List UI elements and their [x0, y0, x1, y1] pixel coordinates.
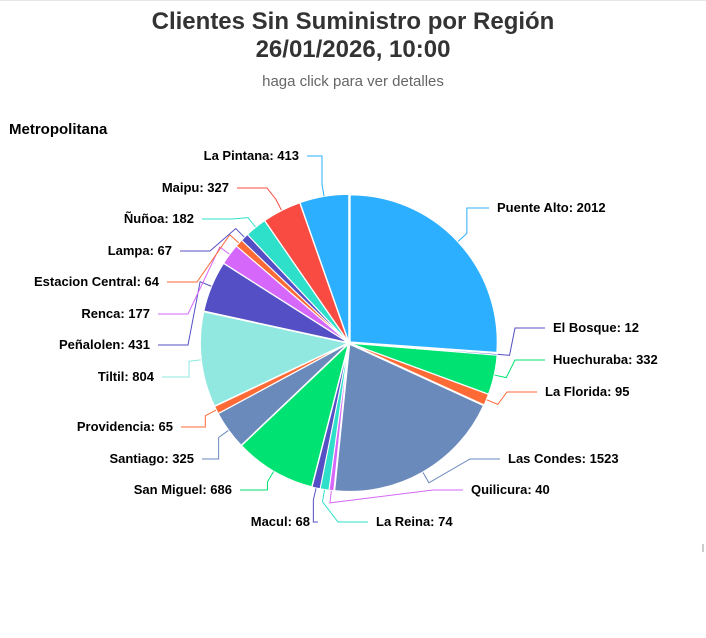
connector-line — [158, 280, 212, 346]
connector-line — [422, 458, 500, 484]
connector-line — [494, 359, 545, 379]
pie-slice[interactable] — [299, 193, 350, 342]
slice-label: La Reina: 74 — [376, 514, 453, 529]
slice-label: Maipu: 327 — [162, 180, 229, 195]
slice-label: Ñuñoa: 182 — [124, 211, 194, 226]
chart-title-line1: Clientes Sin Suministro por Región — [151, 8, 555, 35]
slice-label: Providencia: 65 — [77, 419, 173, 434]
slice-label: Estacion Central: 64 — [34, 274, 160, 289]
connector-line — [486, 391, 537, 406]
top-divider — [0, 0, 706, 1]
connector-line — [240, 471, 274, 491]
slice-label: El Bosque: 12 — [553, 320, 639, 335]
pie-slice[interactable] — [350, 343, 490, 406]
chart-subtitle: haga click para ver detalles — [262, 73, 444, 90]
slice-label: Macul: 68 — [251, 514, 310, 529]
slice-label: La Pintana: 413 — [204, 148, 299, 163]
slice-label: San Miguel: 686 — [134, 482, 232, 497]
slice-label: Las Condes: 1523 — [508, 451, 619, 466]
connector-line — [321, 489, 368, 523]
connector-line — [457, 207, 489, 242]
connector-line — [181, 409, 217, 428]
connector-line — [167, 234, 240, 283]
pie-slice[interactable] — [199, 311, 349, 407]
slice-label: Peñalolen: 431 — [59, 337, 150, 352]
connector-line — [158, 246, 230, 315]
connector-line — [497, 327, 545, 356]
connector-line — [307, 155, 325, 197]
slice-label: Tiltil: 804 — [98, 369, 155, 384]
slice-label: La Florida: 95 — [545, 384, 630, 399]
pie-slice[interactable] — [213, 343, 348, 415]
connector-line — [329, 489, 463, 504]
chart-title-line2: 26/01/2026, 10:00 — [255, 36, 451, 63]
pie-slice[interactable] — [334, 343, 485, 492]
chart-title: Clientes Sin Suministro por Región 26/01… — [0, 8, 706, 64]
slice-label: Lampa: 67 — [108, 243, 172, 258]
slice-label: Puente Alto: 2012 — [497, 200, 606, 215]
connector-line — [237, 187, 282, 211]
pie-slice[interactable] — [240, 342, 350, 488]
scroll-indicator-icon — [702, 544, 704, 552]
slice-label: Huechuraba: 332 — [553, 352, 658, 367]
connector-line — [162, 359, 202, 378]
connector-line — [312, 488, 318, 523]
connector-line — [202, 430, 229, 460]
region-label: Metropolitana — [9, 121, 108, 138]
slice-label: Santiago: 325 — [109, 451, 194, 466]
slice-label: Renca: 177 — [81, 306, 150, 321]
pie-slice[interactable] — [349, 194, 498, 353]
connector-line — [202, 217, 256, 228]
slice-label: Quilicura: 40 — [471, 482, 550, 497]
connector-line — [180, 227, 245, 252]
